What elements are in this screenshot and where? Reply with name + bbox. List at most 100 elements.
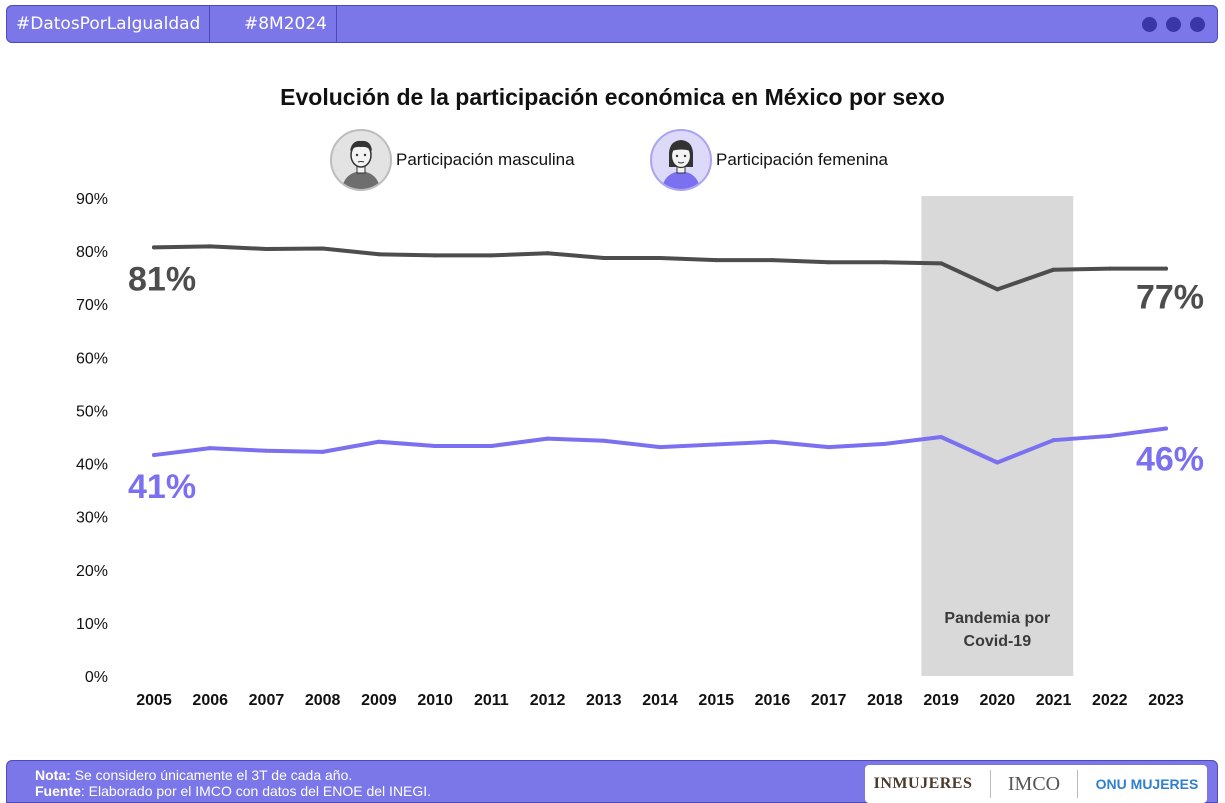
data-point bbox=[714, 442, 719, 447]
x-tick-label: 2012 bbox=[530, 692, 566, 709]
data-point bbox=[545, 436, 550, 441]
y-tick-label: 30% bbox=[76, 510, 108, 527]
data-point bbox=[658, 445, 662, 450]
data-point bbox=[658, 256, 662, 261]
woman-avatar-icon bbox=[650, 129, 712, 191]
data-point bbox=[882, 260, 887, 265]
data-point bbox=[545, 251, 550, 256]
data-point bbox=[1051, 438, 1056, 443]
inmujeres-logo: INMUJERES bbox=[873, 775, 973, 792]
y-tick-label: 80% bbox=[76, 244, 108, 261]
pandemic-label: Pandemia por bbox=[944, 610, 1050, 627]
data-point bbox=[1051, 267, 1056, 272]
footer-bar: Nota: Se considero únicamente el 3T de c… bbox=[6, 760, 1218, 803]
data-point bbox=[376, 252, 381, 257]
pandemic-shaded-region bbox=[921, 196, 1074, 676]
data-point bbox=[152, 453, 156, 458]
legend-label-female: Participación femenina bbox=[716, 150, 888, 169]
legend-item-female: Participación femenina bbox=[650, 128, 888, 192]
y-tick-label: 0% bbox=[85, 669, 108, 686]
three-dots-icon[interactable] bbox=[1142, 17, 1205, 32]
data-point bbox=[601, 256, 606, 261]
note-label: Nota: bbox=[35, 767, 71, 783]
y-tick-label: 90% bbox=[76, 191, 108, 208]
x-tick-label: 2006 bbox=[192, 692, 228, 709]
dot-icon bbox=[1190, 17, 1205, 32]
end-value-label: 77% bbox=[1136, 279, 1204, 317]
data-point bbox=[826, 445, 831, 450]
data-point bbox=[376, 439, 381, 444]
data-point bbox=[433, 444, 438, 449]
footer-note: Nota: Se considero únicamente el 3T de c… bbox=[35, 767, 431, 799]
pandemic-label: Covid-19 bbox=[964, 633, 1032, 650]
data-point bbox=[939, 435, 944, 439]
x-tick-label: 2018 bbox=[867, 692, 903, 709]
y-tick-label: 70% bbox=[76, 297, 108, 314]
data-point bbox=[489, 253, 494, 258]
source-label: Fuente bbox=[35, 783, 81, 799]
data-point bbox=[770, 258, 775, 263]
x-tick-label: 2022 bbox=[1092, 692, 1128, 709]
data-point bbox=[208, 244, 213, 249]
data-point bbox=[770, 439, 775, 444]
logo-divider bbox=[989, 770, 991, 798]
data-point bbox=[601, 438, 606, 443]
data-point bbox=[433, 253, 438, 258]
x-tick-label: 2005 bbox=[136, 692, 172, 709]
y-tick-label: 60% bbox=[76, 350, 108, 367]
onu-mujeres-logo: ONU MUJERES bbox=[1095, 775, 1199, 792]
data-point bbox=[1164, 266, 1168, 271]
y-tick-label: 40% bbox=[76, 457, 108, 474]
x-tick-label: 2013 bbox=[586, 692, 622, 709]
data-point bbox=[1107, 433, 1112, 438]
imco-logo: IMCO bbox=[1007, 772, 1061, 795]
data-point bbox=[208, 446, 213, 451]
data-point bbox=[320, 246, 325, 251]
dot-icon bbox=[1166, 17, 1181, 32]
data-point bbox=[826, 260, 831, 265]
data-point bbox=[264, 246, 269, 251]
top-bar: #DatosPorLaIgualdad #8M2024 bbox=[6, 5, 1218, 43]
y-tick-label: 10% bbox=[76, 616, 108, 633]
legend-label-male: Participación masculina bbox=[396, 150, 575, 169]
hashtag-8m2024[interactable]: #8M2024 bbox=[235, 6, 337, 42]
data-point bbox=[320, 449, 325, 454]
hashtag-datos-igualdad[interactable]: #DatosPorLaIgualdad bbox=[7, 6, 211, 42]
x-tick-label: 2007 bbox=[249, 692, 285, 709]
x-tick-label: 2020 bbox=[980, 692, 1016, 709]
logo-divider bbox=[1077, 770, 1079, 798]
legend-item-male: Participación masculina bbox=[330, 128, 575, 192]
x-tick-label: 2016 bbox=[755, 692, 791, 709]
start-value-label: 81% bbox=[128, 260, 196, 298]
data-point bbox=[1164, 426, 1168, 431]
x-tick-label: 2015 bbox=[698, 692, 734, 709]
x-tick-label: 2011 bbox=[474, 692, 509, 709]
x-tick-label: 2010 bbox=[417, 692, 453, 709]
chart-title: Evolución de la participación económica … bbox=[280, 84, 945, 110]
x-tick-label: 2014 bbox=[642, 692, 678, 709]
data-point bbox=[882, 441, 887, 446]
data-point bbox=[714, 258, 719, 263]
x-tick-label: 2019 bbox=[923, 692, 959, 709]
data-point bbox=[489, 444, 494, 449]
data-point bbox=[939, 261, 944, 266]
x-tick-label: 2021 bbox=[1036, 692, 1072, 709]
start-value-label: 41% bbox=[128, 468, 196, 506]
x-tick-label: 2023 bbox=[1148, 692, 1184, 709]
partner-logos: INMUJERES IMCO ONU MUJERES bbox=[865, 765, 1207, 803]
x-tick-label: 2009 bbox=[361, 692, 397, 709]
data-point bbox=[995, 460, 1000, 465]
man-avatar-icon bbox=[330, 129, 392, 191]
source-text: : Elaborado por el IMCO con datos del EN… bbox=[80, 783, 432, 799]
x-tick-label: 2008 bbox=[305, 692, 341, 709]
end-value-label: 46% bbox=[1136, 441, 1204, 479]
y-tick-label: 20% bbox=[76, 563, 108, 580]
data-point bbox=[995, 287, 1000, 292]
x-tick-label: 2017 bbox=[811, 692, 847, 709]
data-point bbox=[1107, 266, 1112, 271]
data-point bbox=[152, 245, 156, 250]
data-point bbox=[264, 448, 269, 453]
y-tick-label: 50% bbox=[76, 403, 108, 420]
dot-icon bbox=[1142, 17, 1157, 32]
